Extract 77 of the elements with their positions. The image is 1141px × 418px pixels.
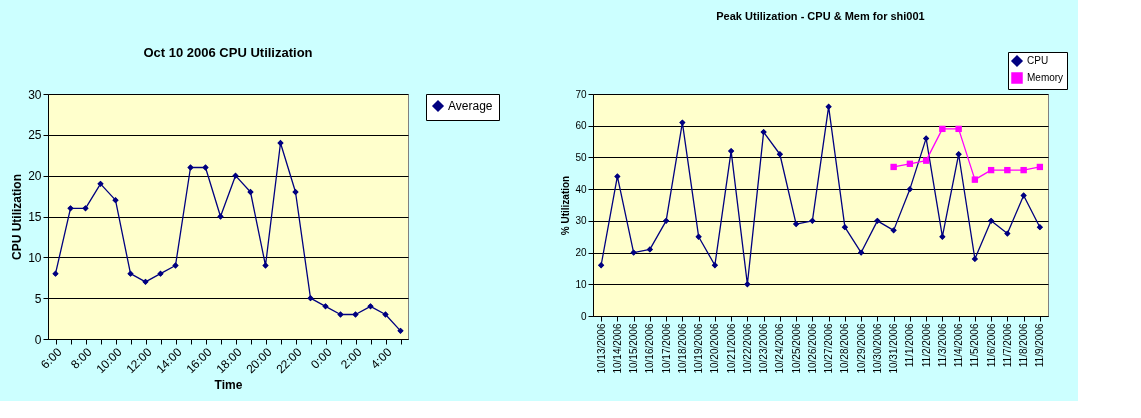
y-tick-label: 25 — [28, 128, 42, 143]
x-tick-label: 10/17/2006 — [660, 323, 672, 374]
point — [890, 227, 897, 234]
chart-title: Oct 10 2006 CPU Utilization — [143, 45, 313, 60]
y-tick-label: 0 — [580, 310, 587, 322]
point — [262, 262, 269, 269]
point — [202, 164, 209, 171]
x-tick-label: 10/22/2006 — [741, 323, 753, 374]
x-tick-label: 10/27/2006 — [823, 323, 835, 374]
x-tick-label: 11/7/2006 — [1001, 323, 1013, 368]
x-tick-label: 10/31/2006 — [888, 323, 900, 374]
x-tick-label: 10/30/2006 — [871, 323, 883, 374]
x-tick-label: 10/15/2006 — [628, 323, 640, 374]
point — [630, 249, 637, 256]
point — [67, 205, 74, 212]
legend-label: CPU — [1027, 55, 1049, 66]
x-tick-label: 11/2/2006 — [920, 323, 932, 368]
x-tick-label: 11/8/2006 — [1018, 323, 1030, 368]
point — [614, 173, 621, 180]
y-tick-label: 30 — [28, 87, 42, 102]
point — [382, 311, 389, 318]
x-tick-label: 10/18/2006 — [676, 323, 688, 374]
x-tick-label: 10/23/2006 — [758, 323, 770, 374]
point — [322, 303, 329, 310]
x-tick-label: 10/13/2006 — [595, 323, 607, 374]
x-tick-label: 4:00 — [368, 344, 395, 372]
x-tick-label: 10/20/2006 — [709, 323, 721, 374]
point — [187, 164, 194, 171]
y-tick-label: 50 — [575, 151, 587, 163]
point — [825, 103, 832, 110]
y-tick-label: 60 — [575, 120, 587, 132]
chart-title: Peak Utilization - CPU & Mem for shi001 — [716, 9, 925, 22]
x-tick-label: 11/5/2006 — [969, 323, 981, 368]
point — [679, 119, 686, 126]
legend-label: Average — [448, 99, 493, 113]
x-tick-label: 10/24/2006 — [774, 323, 786, 374]
y-axis-title: % Utilization — [560, 175, 572, 236]
x-tick-label: 0:00 — [308, 344, 335, 372]
y-tick-label: 5 — [34, 291, 42, 306]
x-tick-label: 11/6/2006 — [985, 323, 997, 368]
y-tick-label: 30 — [575, 215, 587, 227]
x-axis-title: Time — [214, 377, 243, 392]
x-tick-label: 11/9/2006 — [1034, 323, 1046, 368]
y-tick-label: 20 — [575, 247, 587, 259]
legend-label: Memory — [1027, 72, 1064, 83]
y-tick-label: 20 — [28, 169, 42, 184]
y-tick-label: 10 — [575, 278, 587, 290]
point — [127, 270, 134, 277]
point — [1004, 230, 1011, 237]
y-tick-label: 0 — [34, 332, 42, 347]
x-tick-label: 10/26/2006 — [806, 323, 818, 374]
point — [52, 270, 59, 277]
point — [367, 303, 374, 310]
x-tick-label: 10/28/2006 — [839, 323, 851, 374]
x-tick-label: 10/25/2006 — [790, 323, 802, 374]
point — [232, 172, 239, 179]
point — [157, 270, 164, 277]
x-tick-label: 11/1/2006 — [904, 323, 916, 368]
x-tick-label: 11/3/2006 — [936, 323, 948, 368]
y-tick-label: 40 — [575, 183, 587, 195]
y-tick-label: 10 — [28, 250, 42, 265]
point — [337, 311, 344, 318]
x-tick-label: 6:00 — [38, 344, 65, 372]
point — [1020, 192, 1027, 199]
point — [352, 311, 359, 318]
x-tick-label: 10/19/2006 — [693, 323, 705, 374]
x-tick-label: 11/4/2006 — [953, 323, 965, 368]
x-tick-label: 10/21/2006 — [725, 323, 737, 374]
y-tick-label: 70 — [575, 88, 587, 100]
y-tick-label: 15 — [28, 210, 42, 224]
x-tick-label: 10/29/2006 — [855, 323, 867, 374]
x-tick-label: 10/16/2006 — [644, 323, 656, 374]
point — [217, 213, 224, 220]
point — [172, 262, 179, 269]
point — [82, 205, 89, 212]
x-tick-label: 10/14/2006 — [611, 323, 623, 374]
y-axis-title: CPU Utilization — [10, 174, 25, 260]
